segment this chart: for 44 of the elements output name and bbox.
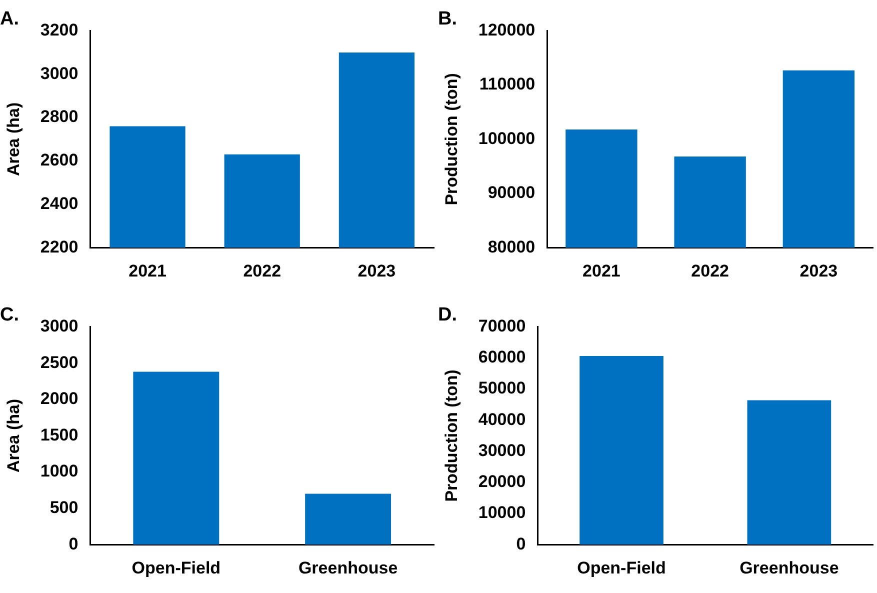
- chart-title: B.: [438, 8, 457, 30]
- y-tick-label: 3200: [40, 20, 78, 40]
- x-tick-label: Greenhouse: [740, 558, 839, 578]
- y-tick-label: 2200: [40, 237, 78, 256]
- x-tick-label: Open-Field: [132, 558, 221, 578]
- y-tick-label: 80000: [488, 237, 536, 256]
- chart-title: A.: [0, 8, 19, 30]
- chart-title: D.: [438, 304, 457, 326]
- y-tick-label: 0: [68, 534, 78, 554]
- y-tick-label: 10000: [478, 503, 526, 522]
- y-tick-label: 1500: [40, 425, 78, 444]
- y-tick-label: 120000: [478, 20, 536, 40]
- y-tick-label: 20000: [478, 472, 526, 492]
- y-tick-label: 50000: [478, 378, 526, 398]
- y-tick-label: 3000: [40, 316, 78, 336]
- y-tick-label: 2400: [40, 194, 78, 213]
- y-axis-title: Area (ha): [4, 102, 23, 176]
- x-tick-label: Greenhouse: [298, 558, 398, 578]
- y-tick-label: 40000: [478, 410, 526, 429]
- x-tick-label: 2022: [691, 261, 729, 280]
- y-tick-label: 1000: [40, 462, 78, 481]
- x-tick-label: 2022: [243, 261, 282, 280]
- y-tick-label: 60000: [478, 348, 526, 367]
- x-tick-label: 2021: [582, 261, 620, 280]
- y-tick-label: 3000: [40, 64, 78, 83]
- y-tick-label: 70000: [478, 316, 526, 336]
- x-tick-label: Open-Field: [577, 558, 666, 578]
- y-tick-label: 30000: [478, 440, 526, 460]
- y-axis-title: Area (ha): [4, 398, 23, 473]
- chart-title: C.: [0, 304, 19, 326]
- y-tick-label: 90000: [488, 183, 536, 202]
- y-tick-label: 2500: [40, 352, 78, 372]
- x-tick-label: 2023: [800, 261, 838, 280]
- y-axis-title: Production (ton): [442, 370, 461, 502]
- y-tick-label: 100000: [478, 128, 536, 148]
- y-tick-label: 110000: [479, 74, 536, 94]
- y-axis-title: Production (ton): [442, 73, 461, 206]
- x-tick-label: 2023: [358, 261, 396, 280]
- x-tick-label: 2021: [128, 261, 166, 280]
- y-tick-label: 2600: [40, 150, 78, 170]
- y-tick-label: 500: [50, 498, 78, 517]
- y-tick-label: 2000: [40, 389, 78, 408]
- y-tick-label: 0: [516, 534, 526, 554]
- y-tick-label: 2800: [40, 107, 78, 126]
